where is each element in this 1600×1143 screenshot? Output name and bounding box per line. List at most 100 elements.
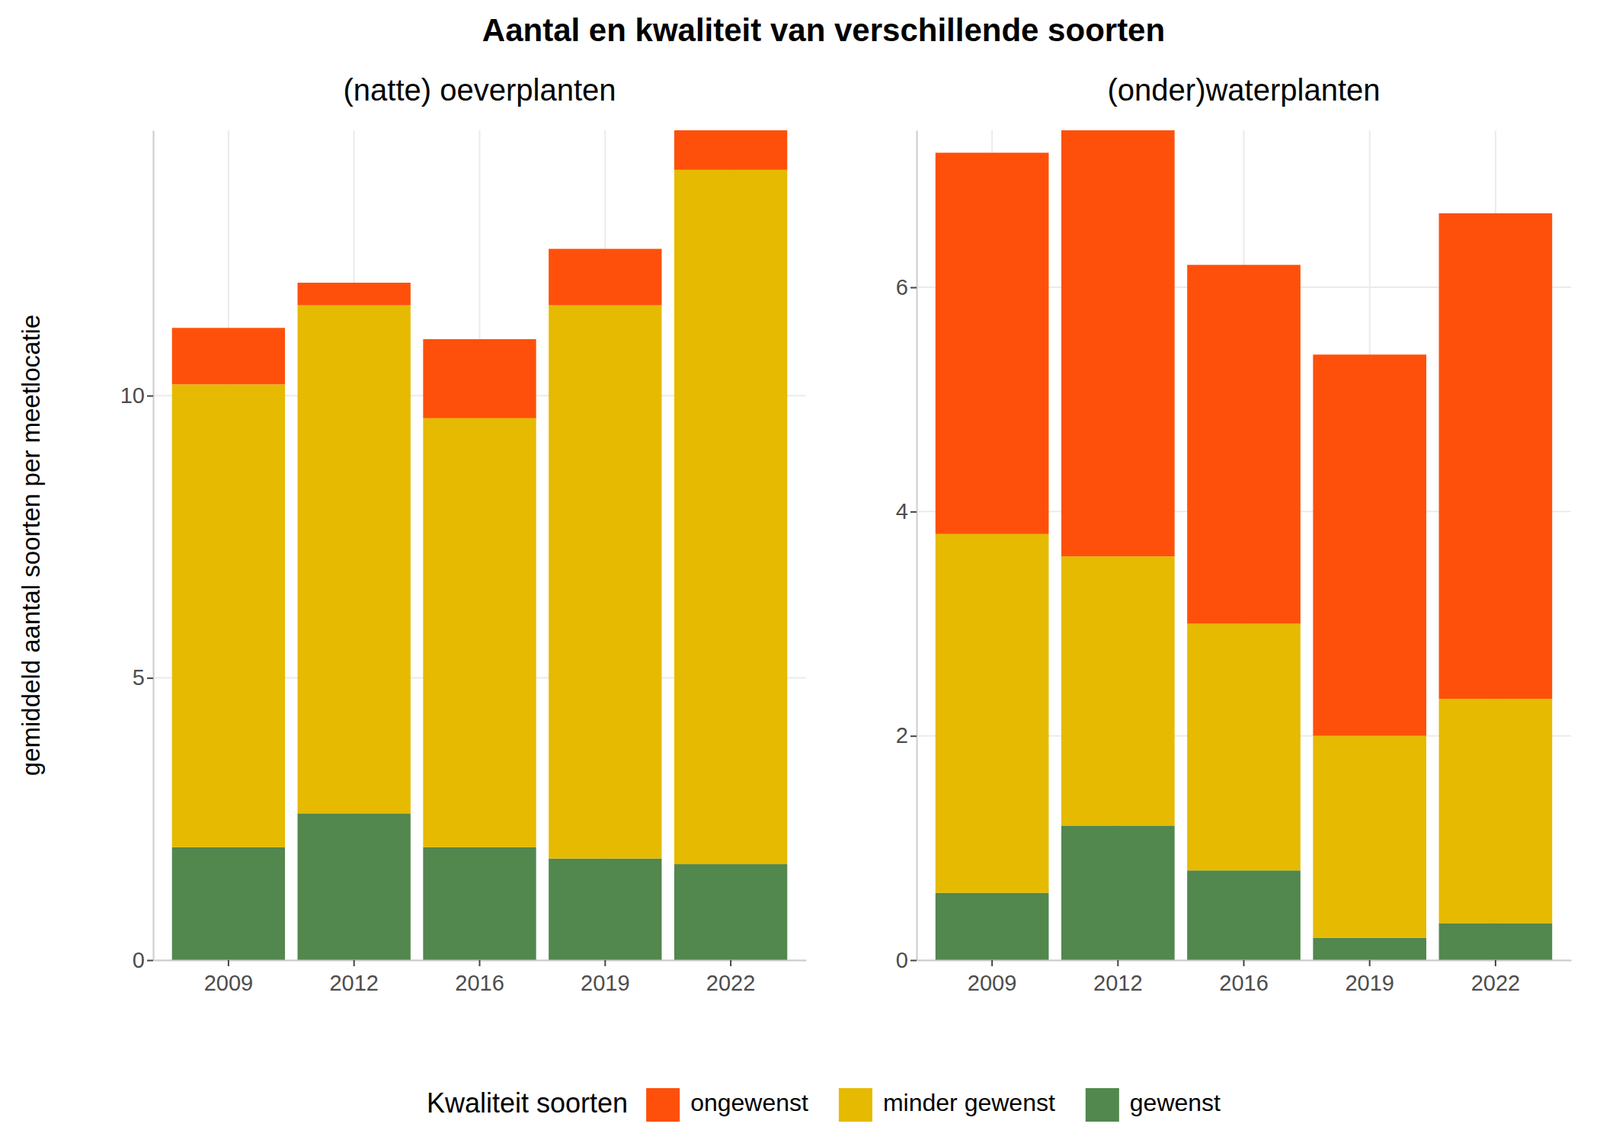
bar-segment [1061, 556, 1175, 826]
x-tick-label: 2019 [580, 970, 631, 996]
x-tick: 2016 [1219, 960, 1269, 996]
bar-segment [297, 282, 411, 306]
x-tick-label: 2012 [329, 970, 379, 996]
y-tick-label: 0 [896, 947, 909, 973]
bar-segment [935, 892, 1050, 960]
x-tick: 2019 [580, 960, 631, 996]
x-axis: 2009 2012 2016 2019 2022 [153, 960, 807, 996]
bar-segment [422, 339, 536, 419]
panel: (onder)waterplanten024620092012201620192… [896, 73, 1572, 996]
bar-segment [172, 384, 285, 847]
y-tick-mark [910, 735, 917, 737]
x-tick-mark [1116, 960, 1119, 967]
panel: (natte) oeverplanten 0 5 10 2009 2012 2016 2019… [120, 73, 807, 996]
bar-segment [1061, 130, 1175, 557]
x-tick-mark [604, 960, 606, 967]
bar-segment [422, 418, 536, 848]
bar-segment [935, 534, 1050, 893]
bar-segment [1187, 870, 1301, 960]
x-tick-label: 2009 [204, 970, 254, 996]
legend-swatch [1085, 1088, 1120, 1122]
y-tick: 0 [896, 947, 917, 973]
bar-segment [1312, 354, 1427, 736]
y-axis: 0 5 10 [120, 131, 154, 973]
bar-segment [297, 305, 411, 814]
bar-segment [172, 847, 285, 960]
chart-root: Aantal en kwaliteit van verschillende so… [0, 0, 1600, 1143]
x-tick: 2022 [1471, 960, 1521, 996]
bar-segment [1312, 937, 1427, 960]
bar-segment [674, 130, 788, 170]
x-tick-label: 2012 [1093, 970, 1143, 996]
legend-swatch [646, 1088, 680, 1122]
x-tick-label: 2019 [1344, 970, 1395, 996]
y-tick-mark [147, 395, 154, 397]
x-tick: 2022 [706, 960, 756, 996]
bar-segment [1439, 213, 1553, 699]
legend-swatch [838, 1088, 873, 1122]
grid [916, 130, 1572, 960]
bar-segment [422, 847, 536, 960]
y-axis-line [153, 131, 155, 961]
bar-segment [1187, 265, 1301, 624]
x-axis: 2009 2012 2016 2019 2022 [917, 960, 1572, 996]
y-tick-mark [910, 960, 917, 962]
y-tick-label: 5 [132, 665, 145, 690]
x-tick-mark [991, 960, 993, 967]
y-tick: 0 [132, 947, 154, 973]
x-tick-mark [227, 960, 230, 967]
bar-segment [548, 249, 662, 306]
panel-title: (onder)waterplanten [1107, 73, 1381, 107]
x-tick-mark [1494, 960, 1497, 967]
y-tick-mark [147, 960, 154, 962]
y-tick-mark [910, 287, 917, 289]
x-tick: 2019 [1344, 960, 1395, 996]
y-tick: 6 [896, 275, 917, 300]
x-tick-mark [479, 960, 481, 967]
y-axis: 0 2 4 6 [896, 131, 918, 973]
bar-segment [1439, 698, 1553, 923]
x-tick: 2009 [204, 960, 254, 996]
legend-label: minder gewenst [883, 1088, 1056, 1117]
x-tick-mark [353, 960, 356, 967]
y-tick-label: 4 [896, 499, 909, 524]
legend-label: ongewenst [690, 1088, 809, 1117]
y-tick: 4 [896, 499, 917, 524]
x-tick-mark [1243, 960, 1245, 967]
x-tick-label: 2022 [706, 970, 756, 996]
bar-segment [172, 327, 285, 384]
panel-title: (natte) oeverplanten [342, 73, 616, 107]
y-tick-label: 0 [132, 947, 145, 973]
bar-segment [1439, 922, 1553, 960]
bar-segment [1061, 825, 1175, 960]
y-tick-mark [910, 511, 917, 513]
y-tick-mark [147, 677, 154, 679]
grid [153, 130, 807, 960]
x-tick-label: 2016 [1219, 970, 1269, 996]
bar-segment [674, 864, 788, 960]
y-axis-title: gemiddeld aantal soorten per meetlocatie [16, 314, 45, 776]
bar-segment [297, 812, 411, 960]
y-tick: 2 [896, 723, 917, 748]
bar-segment [1187, 624, 1301, 871]
x-tick: 2012 [329, 960, 379, 996]
x-tick-label: 2022 [1471, 970, 1521, 996]
x-tick-mark [729, 960, 732, 967]
bars [935, 130, 1552, 960]
bar-segment [548, 858, 662, 960]
x-tick: 2016 [454, 960, 505, 996]
bar-segment [548, 305, 662, 859]
y-tick-label: 6 [896, 275, 909, 300]
bars [172, 130, 788, 960]
x-tick: 2012 [1093, 960, 1143, 996]
legend-label: gewenst [1129, 1088, 1221, 1117]
x-tick-mark [1369, 960, 1371, 967]
x-tick: 2009 [967, 960, 1018, 996]
y-tick: 10 [120, 383, 154, 408]
x-tick-label: 2009 [967, 970, 1018, 996]
y-axis-line [916, 131, 919, 961]
y-tick-label: 2 [896, 723, 909, 748]
legend: Kwaliteit soorten ongewenst minder gewenst… [426, 1087, 1221, 1122]
bar-segment [1312, 736, 1427, 938]
legend-title: Kwaliteit soorten [426, 1087, 628, 1119]
